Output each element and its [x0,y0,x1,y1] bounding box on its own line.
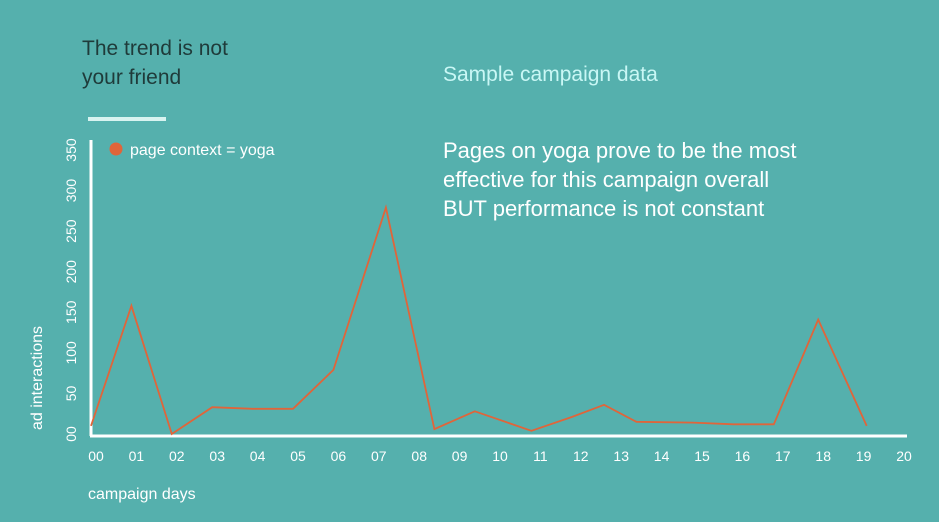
chart-legend: page context = yoga [109,142,275,159]
x-tick-label: 16 [735,448,751,464]
insight-text: Pages on yoga prove to be the most effec… [443,138,797,221]
x-tick-label: 05 [290,448,306,464]
y-tick-label: 00 [63,426,79,442]
x-tick-label: 02 [169,448,185,464]
slide-subtitle: Sample campaign data [443,63,658,86]
chart-axes [89,140,907,438]
y-tick-labels: 00 50 100 150 200 250 300 350 [63,138,79,442]
y-tick-label: 150 [63,300,79,324]
x-tick-label: 17 [775,448,791,464]
x-tick-label: 12 [573,448,589,464]
y-tick-label: 100 [63,341,79,365]
x-tick-label: 11 [533,448,548,464]
x-tick-label: 18 [815,448,831,464]
x-tick-label: 10 [492,448,508,464]
x-tick-label: 00 [88,448,104,464]
slide-title: The trend is not your friend [82,37,228,89]
y-tick-label: 200 [63,260,79,284]
series-line [90,204,868,436]
x-axis-label: campaign days [88,486,196,503]
y-tick-label: 350 [63,138,79,162]
legend-label: page context = yoga [130,142,275,159]
x-tick-label: 04 [250,448,266,464]
x-tick-label: 19 [856,448,872,464]
x-tick-label: 07 [371,448,387,464]
chart-series [90,204,868,436]
y-tick-label: 50 [63,385,79,401]
x-tick-label: 08 [411,448,427,464]
x-tick-label: 01 [129,448,145,464]
x-tick-label: 14 [654,448,670,464]
y-tick-label: 300 [63,179,79,203]
legend-marker [109,142,123,156]
x-tick-label: 03 [209,448,225,464]
x-tick-label: 13 [613,448,629,464]
y-axis-label: ad interactions [29,326,46,430]
title-underline [88,117,166,121]
y-tick-label: 250 [63,219,79,243]
x-tick-label: 09 [452,448,468,464]
x-tick-label: 06 [331,448,347,464]
x-tick-label: 20 [896,448,912,464]
x-tick-label: 15 [694,448,710,464]
x-tick-labels: 00 01 02 03 04 05 06 07 08 09 10 11 12 13 14 15 16 17 18 19… [88,448,912,464]
